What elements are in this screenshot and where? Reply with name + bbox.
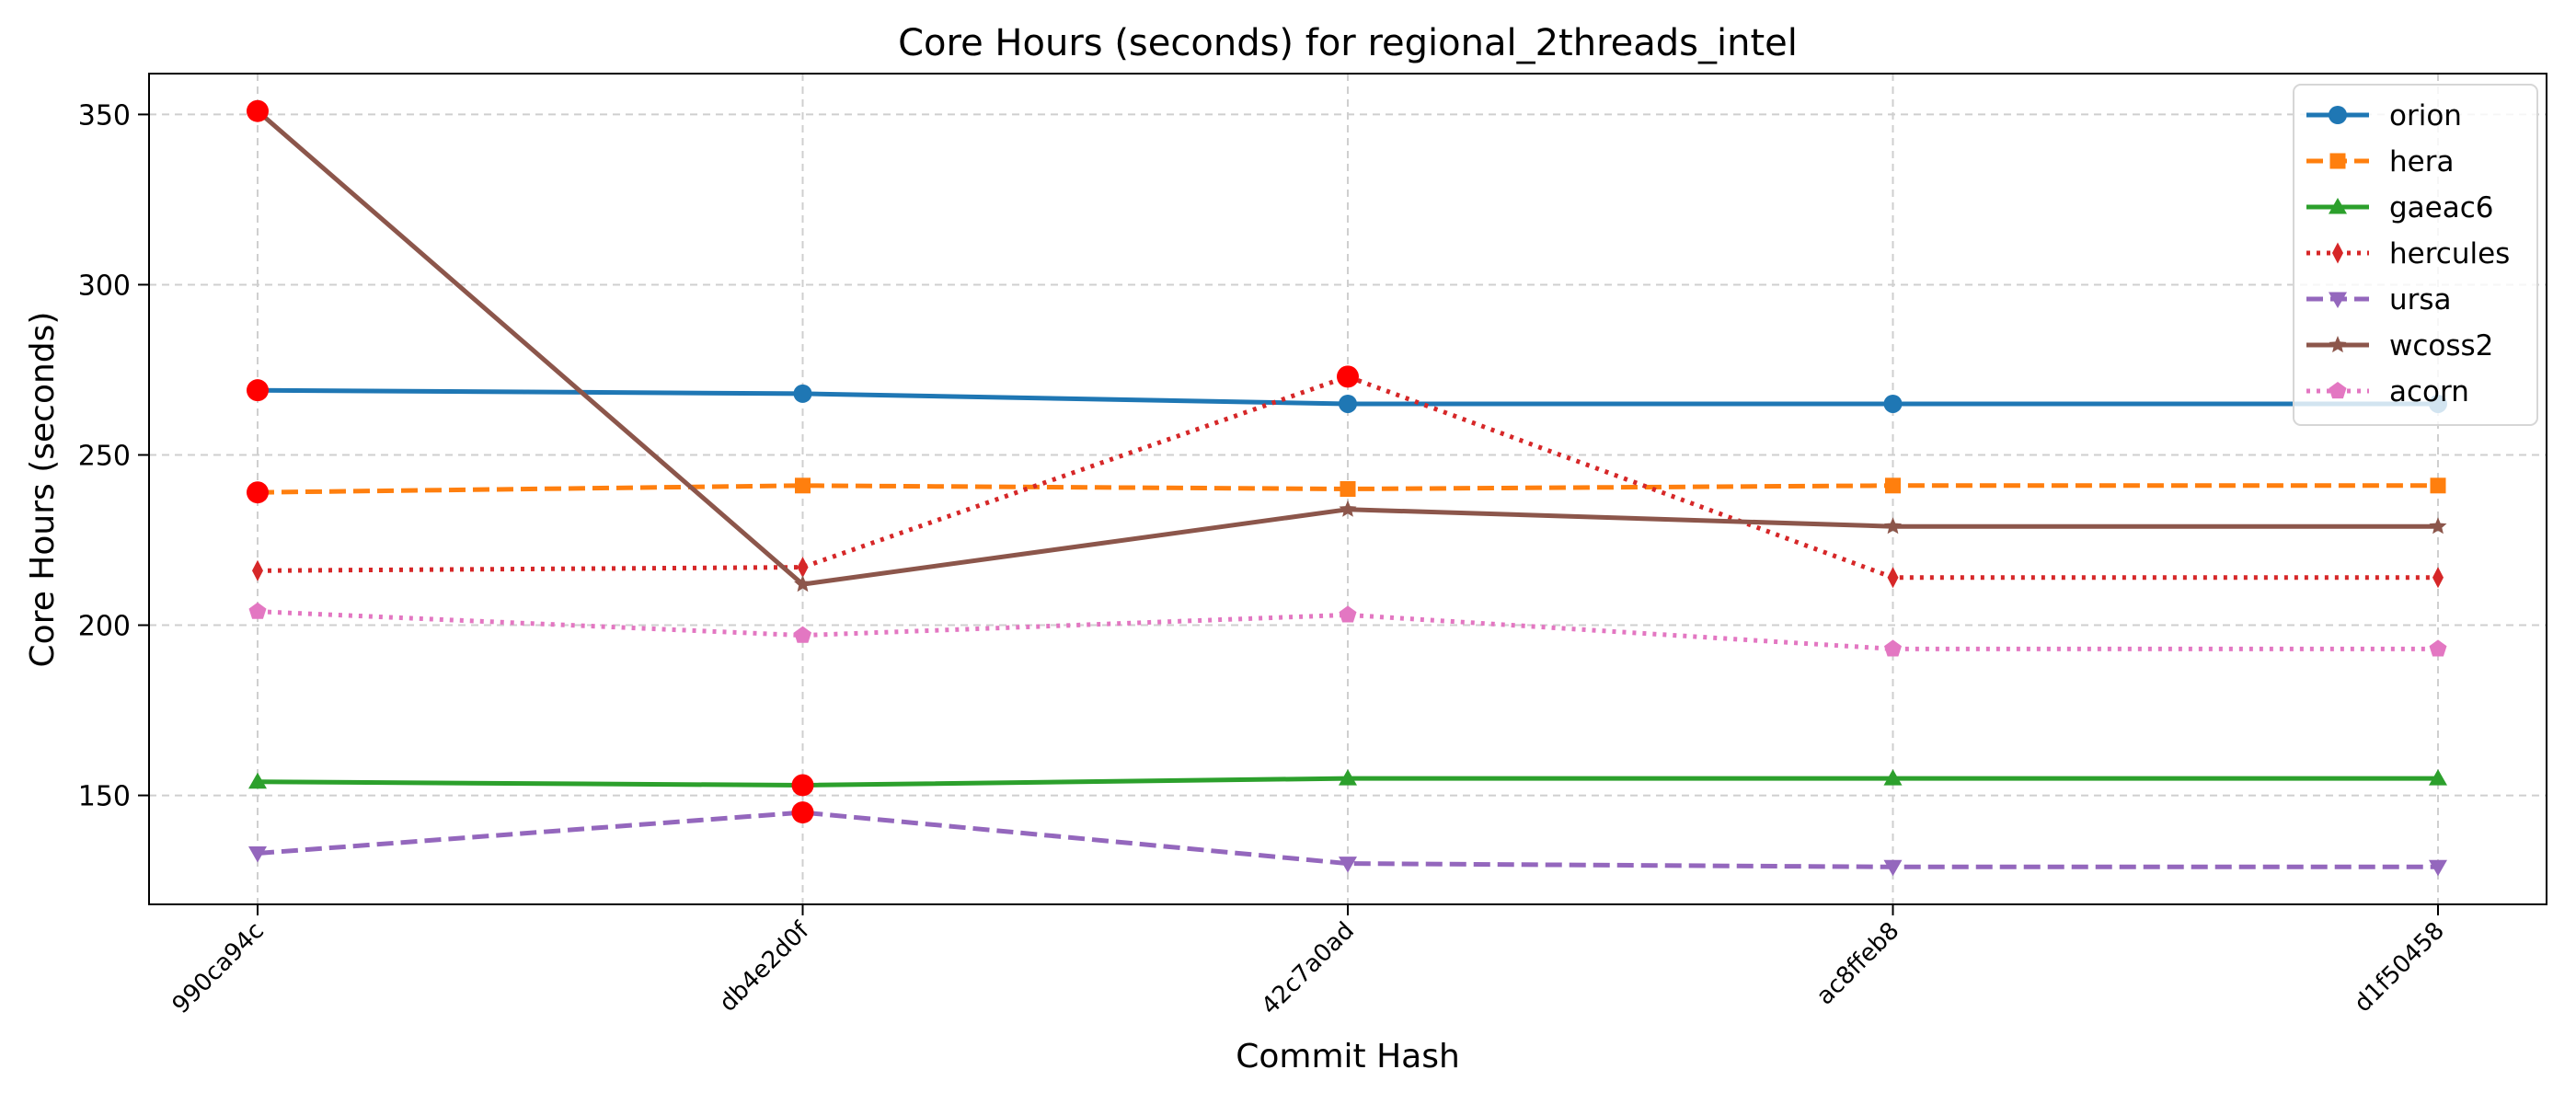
legend-marker	[2329, 153, 2346, 169]
highlight-point	[1337, 365, 1359, 388]
data-point-gaeac6	[2429, 769, 2447, 786]
legend-item-hercules: hercules	[2306, 237, 2510, 270]
legend-item-gaeac6: gaeac6	[2306, 191, 2494, 224]
data-point-ursa	[1883, 859, 1903, 877]
series-gaeac6	[248, 769, 2447, 792]
data-point-wcoss2	[794, 575, 811, 592]
y-tick-label: 200	[78, 611, 131, 643]
legend-label: acorn	[2389, 375, 2469, 408]
data-point-hera	[795, 477, 811, 494]
data-point-acorn	[794, 626, 811, 643]
legend-label: hercules	[2389, 237, 2510, 270]
legend-box	[2293, 84, 2538, 426]
data-point-ursa	[2429, 859, 2447, 877]
series-line-ursa	[257, 810, 2438, 869]
highlight-point	[247, 99, 269, 122]
legend-marker	[2329, 336, 2347, 353]
legend-item-ursa: ursa	[2306, 283, 2452, 316]
y-tick-label: 300	[78, 270, 131, 302]
highlight-layer	[247, 99, 1359, 824]
data-point-wcoss2	[2429, 517, 2447, 535]
chart-title: Core Hours (seconds) for regional_2threa…	[898, 22, 1798, 64]
data-point-wcoss2	[1884, 517, 1902, 535]
data-point-gaeac6	[1883, 769, 1903, 786]
y-tick-label: 150	[78, 781, 131, 813]
data-point-orion	[1339, 394, 1357, 413]
data-point-wcoss2	[1339, 500, 1357, 517]
y-tick-label: 350	[78, 99, 131, 132]
y-axis: 150 200 250 300 350	[78, 99, 149, 813]
legend-label: orion	[2389, 99, 2462, 132]
data-point-orion	[1883, 394, 1903, 413]
data-point-ursa	[248, 846, 267, 863]
legend-item-acorn: acorn	[2306, 375, 2469, 408]
legend-label: ursa	[2389, 283, 2452, 316]
legend-marker	[2329, 198, 2347, 214]
data-point-hercules	[252, 559, 263, 581]
series-orion	[248, 381, 2447, 413]
legend-label: hera	[2389, 145, 2454, 178]
series-acorn	[248, 602, 2447, 657]
data-point-hercules	[1887, 567, 1899, 589]
y-axis-label: Core Hours (seconds)	[24, 312, 62, 668]
legend-marker	[2329, 382, 2347, 399]
series-layer	[248, 101, 2447, 877]
data-point-hera	[1885, 477, 1901, 494]
highlight-point	[247, 481, 269, 504]
series-line-hercules	[257, 374, 2438, 581]
data-point-acorn	[248, 602, 267, 619]
legend-item-wcoss2: wcoss2	[2306, 329, 2493, 362]
y-tick-label: 250	[78, 440, 131, 472]
data-point-acorn	[1884, 639, 1902, 657]
data-point-acorn	[1339, 605, 1357, 623]
data-point-hera	[1340, 481, 1356, 497]
data-point-hercules	[797, 557, 809, 579]
legend-label: wcoss2	[2389, 329, 2493, 362]
data-point-hera	[2430, 477, 2446, 494]
data-point-hercules	[2432, 567, 2444, 589]
data-point-ursa	[1339, 857, 1357, 873]
data-point-orion	[793, 384, 812, 403]
data-point-gaeac6	[1339, 769, 1357, 786]
legend-label: gaeac6	[2389, 191, 2494, 224]
legend-item-orion: orion	[2306, 99, 2462, 132]
legend-marker	[2329, 292, 2347, 308]
legend: orion hera gaeac6 hercules ursa wcoss2 acorn	[2293, 84, 2538, 426]
x-axis-label: Commit Hash	[1236, 1038, 1460, 1075]
legend-marker	[2329, 106, 2347, 124]
legend-marker	[2332, 242, 2343, 264]
highlight-point	[791, 774, 814, 797]
data-point-acorn	[2429, 639, 2447, 657]
legend-item-hera: hera	[2306, 145, 2454, 178]
highlight-point	[247, 379, 269, 402]
highlight-point	[791, 801, 814, 824]
data-point-gaeac6	[248, 772, 267, 789]
